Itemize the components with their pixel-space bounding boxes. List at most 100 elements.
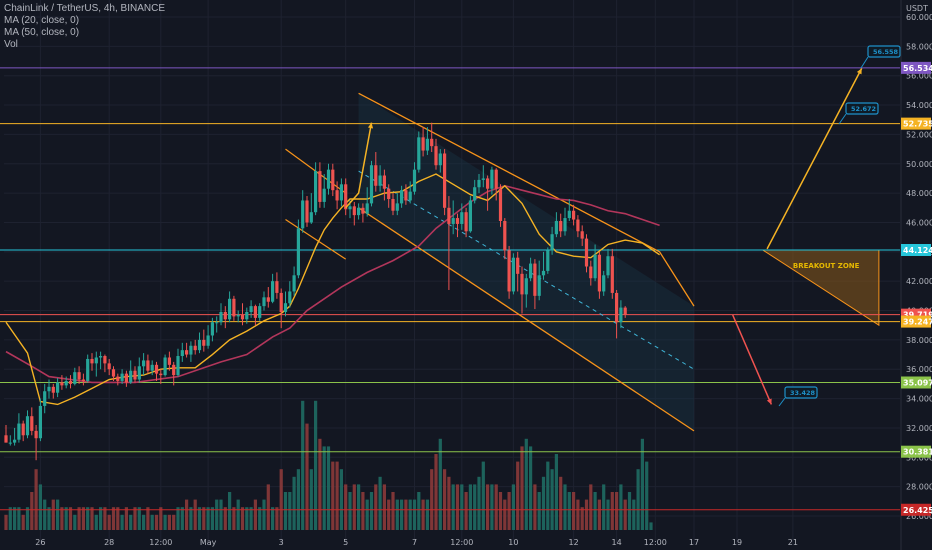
volume-bar — [185, 499, 189, 530]
volume-bar — [584, 499, 589, 530]
volume-bar — [107, 514, 111, 530]
candle-body — [223, 311, 227, 320]
callout-mid-text: 52.672 — [851, 105, 876, 113]
candle-body — [365, 203, 369, 214]
price-tag-bg — [901, 61, 931, 74]
candle-body — [275, 281, 279, 293]
candle-body — [210, 322, 214, 336]
volume-bar — [529, 446, 533, 530]
volume-bar — [275, 507, 279, 530]
volume-bar — [176, 507, 180, 530]
callout-mid[interactable]: 52.672 — [838, 102, 879, 125]
volume-bar — [348, 492, 352, 530]
price-tag-text: 56.534 — [903, 64, 932, 73]
main-channel-upper[interactable] — [358, 92, 695, 307]
candle-body — [378, 175, 382, 186]
price-tag-text: 26.425 — [903, 506, 932, 515]
candle-body — [232, 298, 236, 317]
volume-bar — [400, 499, 404, 530]
volume-bar — [34, 469, 38, 530]
volume-bar — [443, 469, 447, 530]
callout-high[interactable]: 56.558 — [860, 45, 901, 69]
callout-low[interactable]: 33.428 — [778, 386, 818, 407]
price-tag[interactable]: 26.425 — [901, 503, 932, 516]
legend-ma50[interactable]: MA (50, close, 0) — [4, 27, 80, 38]
volume-bar — [572, 492, 576, 530]
callout-high-pointer — [860, 56, 869, 69]
price-tag[interactable]: 56.534 — [901, 61, 932, 74]
volume-bar — [236, 499, 240, 530]
volume-bar — [56, 499, 60, 530]
volume-bar — [395, 499, 399, 530]
price-tag[interactable]: 39.247 — [901, 315, 932, 328]
volume-bar — [576, 499, 580, 530]
volume-bar — [610, 492, 614, 530]
price-tick-label: 26.000 — [906, 512, 932, 521]
arrow-left-up[interactable] — [345, 122, 373, 209]
volume-bar — [271, 507, 275, 530]
candle-body — [425, 138, 429, 151]
time-tick-label: 17 — [689, 538, 699, 547]
candle-body — [451, 218, 455, 224]
volume-bar — [382, 484, 386, 530]
candle-body — [507, 250, 511, 292]
volume-bar — [425, 499, 429, 530]
price-axis[interactable]: 60.000 58.000 56.000 54.000 52.000 50.000 48.0… — [900, 0, 932, 550]
volume-bar — [408, 499, 412, 530]
arrow-breakout-up[interactable] — [766, 68, 863, 250]
volume-bar — [567, 492, 571, 530]
volume-bar — [339, 469, 343, 530]
horizontal-levels[interactable] — [0, 67, 900, 511]
candle-body — [610, 256, 614, 293]
main-channel-lower[interactable] — [358, 207, 695, 432]
arrow-breakdown-down[interactable] — [732, 314, 773, 405]
volume-bar — [206, 507, 210, 530]
candle-body — [434, 146, 438, 166]
volume-bar — [438, 438, 442, 530]
price-tick-label: 58.000 — [906, 42, 932, 51]
volume-bar — [228, 492, 232, 530]
candle-body — [460, 212, 464, 224]
volume-bar — [120, 514, 124, 530]
candle-body — [142, 360, 146, 367]
legend-ma20[interactable]: MA (20, close, 0) — [4, 15, 80, 26]
candle-body — [559, 221, 563, 232]
candle-body — [430, 138, 434, 147]
candle-body — [529, 263, 533, 279]
candle-body — [25, 416, 30, 436]
callout-high-box — [867, 45, 901, 58]
candle-body — [262, 297, 266, 307]
grid — [4, 0, 900, 545]
volume-bar — [133, 507, 137, 530]
candle-body — [318, 171, 322, 202]
candle-body — [219, 311, 223, 323]
candle-body — [253, 306, 257, 318]
projection-arrows[interactable]: 56.558 52.672 33.428 — [345, 45, 901, 407]
volume-bar — [417, 492, 421, 530]
volume-bar — [150, 514, 154, 530]
price-tag[interactable]: 35.097 — [901, 376, 932, 389]
volume-bar — [550, 469, 554, 530]
volume-bar — [511, 484, 515, 530]
volume-bar — [94, 514, 98, 530]
price-tag[interactable]: 44.124 — [901, 244, 932, 257]
candle-body — [73, 372, 77, 384]
volume-bar — [481, 461, 485, 530]
channel-midline[interactable] — [358, 170, 695, 370]
candle-body — [133, 370, 137, 380]
candle-body — [567, 210, 571, 219]
price-tick-label: 46.000 — [906, 218, 932, 227]
candle-body — [339, 184, 343, 201]
price-tick-label: 28.000 — [906, 483, 932, 492]
small-channel-lower[interactable] — [285, 219, 347, 260]
price-tag[interactable]: 30.381 — [901, 445, 932, 458]
candle-body — [77, 372, 81, 380]
volume-bar — [615, 492, 619, 530]
price-tag-bg — [901, 117, 931, 130]
time-axis[interactable]: 26 28 12:00 May 3 5 7 12:00 10 12 14 12:00 17 19 21 — [35, 538, 798, 547]
candle-body — [602, 275, 606, 292]
legend-vol[interactable]: Vol — [4, 39, 18, 50]
legend-symbol[interactable]: ChainLink / TetherUS, 4h, BINANCE — [4, 3, 166, 14]
price-tag[interactable]: 52.735 — [901, 117, 932, 130]
